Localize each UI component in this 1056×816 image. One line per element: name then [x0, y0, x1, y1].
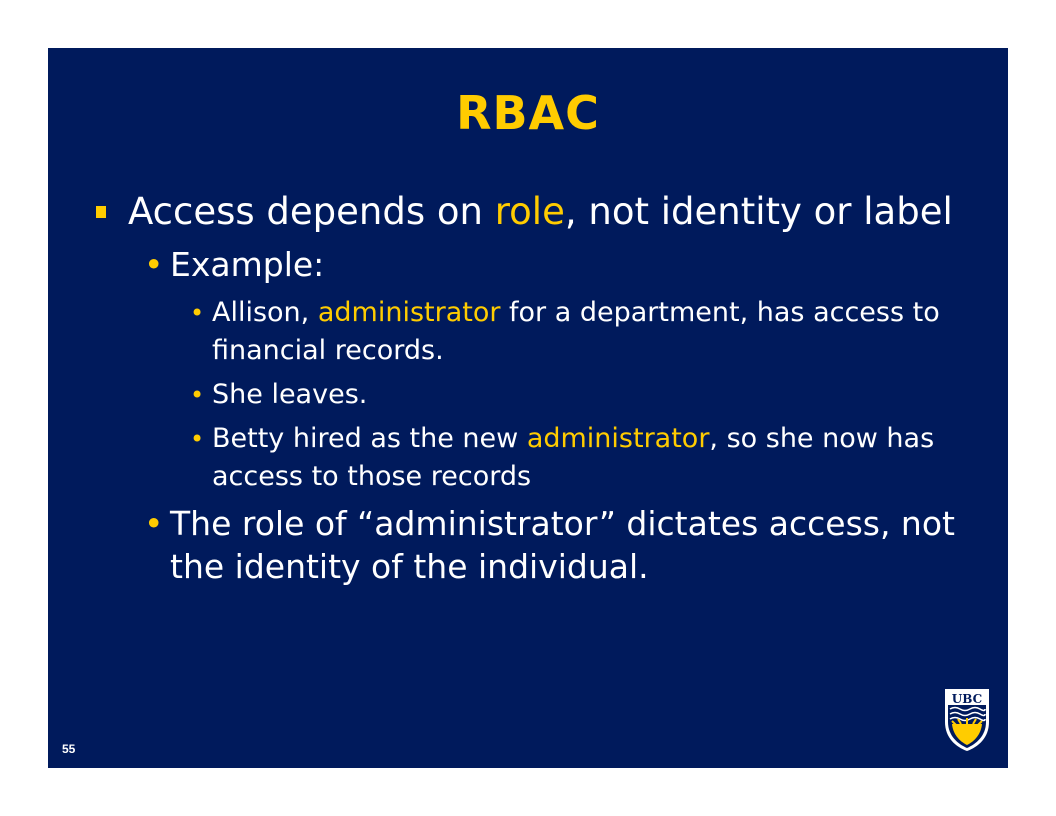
highlight-administrator: administrator [317, 297, 501, 328]
dot-bullet-icon: • [144, 504, 164, 543]
bullet-allison: • Allison, administrator for a department… [94, 294, 964, 370]
slide: RBAC Access depends on role, not identit… [48, 48, 1008, 768]
square-bullet-icon [96, 206, 106, 218]
ubc-logo-icon: UBC [945, 689, 989, 751]
dot-bullet-icon: • [190, 299, 205, 327]
slide-title: RBAC [456, 86, 600, 140]
bullet-access-depends-on-role: Access depends on role, not identity or … [94, 190, 964, 233]
highlight-administrator: administrator [526, 423, 710, 454]
bullet-example: • Example: [144, 245, 325, 284]
bullet-role-dictates-access: • The role of “administrator” dictates ac… [144, 504, 955, 586]
dot-bullet-icon: • [190, 425, 205, 453]
dot-bullet-icon: • [144, 245, 164, 284]
bullet-she-leaves: • She leaves. [94, 376, 964, 414]
svg-text:UBC: UBC [952, 692, 982, 706]
highlight-role: role [494, 190, 565, 233]
dot-bullet-icon: • [190, 381, 205, 409]
bullet-betty-hired: • Betty hired as the new administrator, s… [94, 420, 964, 496]
slide-body: Access depends on role, not identity or … [94, 190, 964, 596]
page-number: 55 [62, 742, 76, 756]
